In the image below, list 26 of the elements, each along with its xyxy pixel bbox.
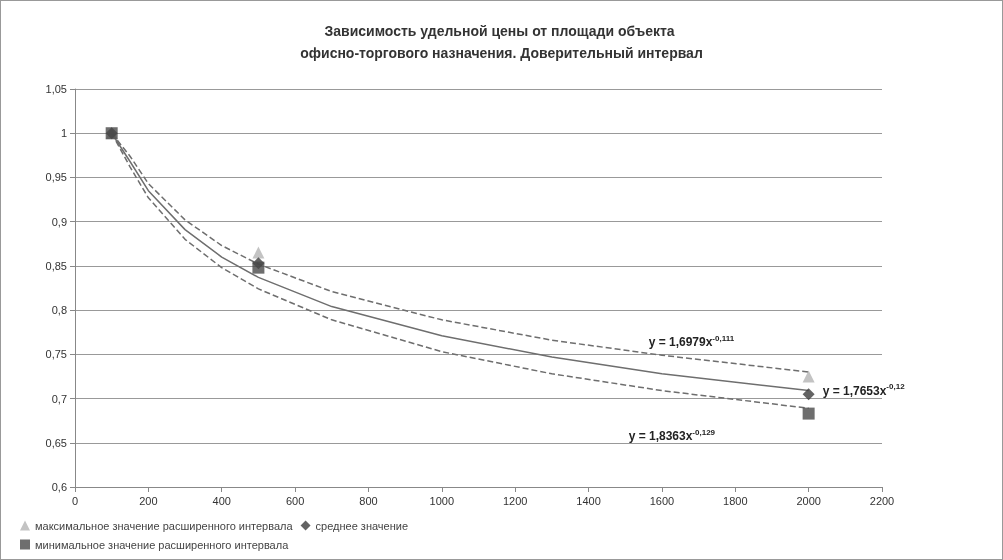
x-tick-label: 1200	[502, 494, 528, 507]
y-tick-label: 0,95	[45, 171, 67, 184]
x-tick-label: 600	[285, 494, 305, 507]
x-tick-label: 2200	[869, 494, 895, 507]
y-tick-label: 0,9	[51, 215, 67, 228]
y-tick-label: 0,65	[45, 436, 67, 449]
y-tick-label: 1	[60, 127, 67, 140]
x-tick-label: 1400	[576, 494, 601, 507]
legend-label: максимальное значение расширенного интервала	[35, 519, 294, 532]
y-tick-label: 0,7	[51, 392, 67, 405]
legend-label: среднее значение	[315, 519, 409, 532]
y-tick-label: 0,85	[45, 259, 67, 272]
x-tick-label: 1800	[723, 494, 748, 507]
x-tick-label: 400	[212, 494, 231, 507]
y-tick-label: 0,75	[45, 348, 67, 361]
y-tick-label: 1,05	[45, 83, 67, 95]
x-tick-label: 0	[71, 494, 79, 507]
x-tick-label: 2000	[796, 494, 821, 507]
x-tick-label: 1000	[429, 494, 455, 507]
chart-title: Зависимость удельной цены от площади объекта офисно-торгового назначения. Доверительный интервал	[300, 23, 703, 61]
x-tick-label: 200	[139, 494, 158, 507]
y-tick-label: 0,8	[51, 304, 67, 317]
y-tick-label: 0,6	[51, 481, 67, 493]
legend-label: минимальное значение расширенного интервала	[35, 538, 290, 551]
x-tick-label: 800	[359, 494, 378, 507]
x-tick-label: 1600	[649, 494, 675, 507]
